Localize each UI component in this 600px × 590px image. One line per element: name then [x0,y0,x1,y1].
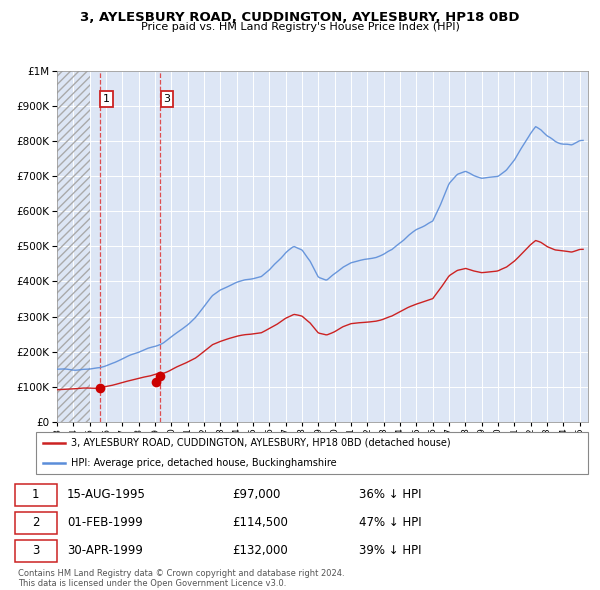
Text: Price paid vs. HM Land Registry's House Price Index (HPI): Price paid vs. HM Land Registry's House … [140,22,460,32]
FancyBboxPatch shape [15,512,56,533]
Text: £97,000: £97,000 [232,489,280,502]
Text: £114,500: £114,500 [232,516,288,529]
Text: 2: 2 [32,516,40,529]
Text: 36% ↓ HPI: 36% ↓ HPI [359,489,422,502]
Text: 3, AYLESBURY ROAD, CUDDINGTON, AYLESBURY, HP18 0BD (detached house): 3, AYLESBURY ROAD, CUDDINGTON, AYLESBURY… [71,438,451,448]
Text: 47% ↓ HPI: 47% ↓ HPI [359,516,422,529]
Text: 3: 3 [32,544,40,557]
Text: 1: 1 [103,94,110,104]
Text: £132,000: £132,000 [232,544,288,557]
Text: 39% ↓ HPI: 39% ↓ HPI [359,544,422,557]
Text: 15-AUG-1995: 15-AUG-1995 [67,489,146,502]
Text: HPI: Average price, detached house, Buckinghamshire: HPI: Average price, detached house, Buck… [71,458,337,468]
Text: 01-FEB-1999: 01-FEB-1999 [67,516,143,529]
FancyBboxPatch shape [15,484,56,506]
FancyBboxPatch shape [15,540,56,562]
Text: 1: 1 [32,489,40,502]
Text: Contains HM Land Registry data © Crown copyright and database right 2024.: Contains HM Land Registry data © Crown c… [18,569,344,578]
Text: 3, AYLESBURY ROAD, CUDDINGTON, AYLESBURY, HP18 0BD: 3, AYLESBURY ROAD, CUDDINGTON, AYLESBURY… [80,11,520,24]
Text: 3: 3 [163,94,170,104]
FancyBboxPatch shape [36,432,588,474]
Text: This data is licensed under the Open Government Licence v3.0.: This data is licensed under the Open Gov… [18,579,286,588]
Bar [57,71,89,422]
Text: 30-APR-1999: 30-APR-1999 [67,544,143,557]
